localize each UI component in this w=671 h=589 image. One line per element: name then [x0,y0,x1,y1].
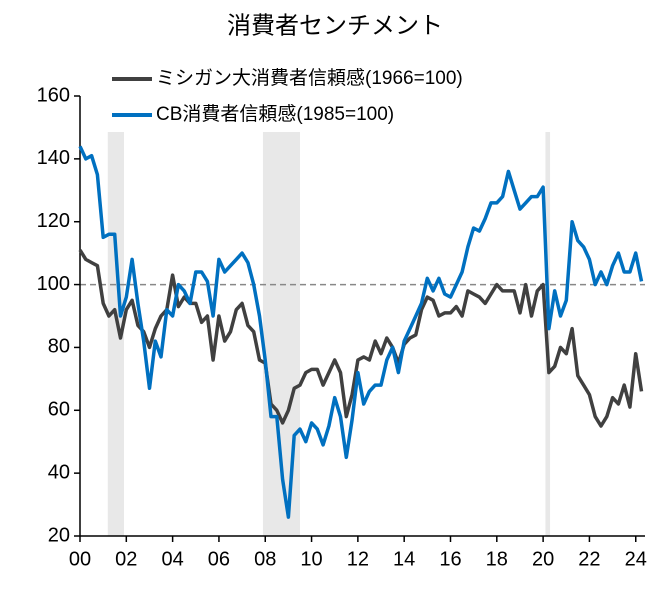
y-tick-label: 40 [48,461,70,483]
y-tick-label: 140 [37,147,70,169]
x-tick-label: 14 [393,548,415,570]
y-tick-label: 80 [48,336,70,358]
x-tick-label: 04 [161,548,183,570]
x-tick-label: 16 [439,548,461,570]
y-tick-label: 100 [37,273,70,295]
y-tick-label: 120 [37,210,70,232]
x-tick-label: 06 [208,548,230,570]
legend-label: CB消費者信頼感(1985=100) [156,103,394,125]
x-tick-label: 10 [300,548,322,570]
x-tick-label: 08 [254,548,276,570]
y-tick-label: 20 [48,524,70,546]
y-tick-label: 60 [48,399,70,421]
x-tick-label: 12 [347,548,369,570]
series-line [78,145,644,519]
x-tick-label: 24 [625,548,647,570]
series-line [78,249,644,428]
x-tick-label: 20 [532,548,554,570]
x-tick-label: 22 [578,548,600,570]
legend-label: ミシガン大消費者信頼感(1966=100) [156,67,463,89]
y-tick-label: 160 [37,84,70,106]
x-tick-label: 18 [486,548,508,570]
x-tick-label: 00 [69,548,91,570]
chart-title: 消費者センチメント [227,13,443,40]
x-tick-label: 02 [115,548,137,570]
